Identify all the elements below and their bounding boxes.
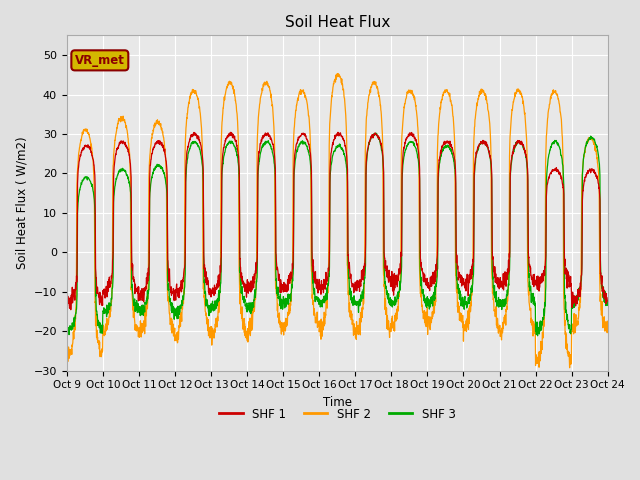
SHF 3 [214,296,221,301]
SHF 2 [353,329,360,335]
SHF 1 [604,299,611,304]
SHF 1 [365,141,372,147]
SHF 1 [214,278,221,284]
SHF 3 [556,146,564,152]
SHF 2 [572,328,579,334]
Text: VR_met: VR_met [75,54,125,67]
Line: SHF 2: SHF 2 [67,73,607,368]
SHF 1 [495,280,502,286]
SHF 2 [566,365,573,371]
SHF 2 [365,96,372,101]
SHF 3 [63,324,70,330]
SHF 3 [604,301,611,307]
SHF 1 [227,130,235,135]
SHF 1 [67,307,75,312]
SHF 2 [556,105,564,111]
SHF 1 [556,170,564,176]
SHF 1 [353,278,361,284]
Line: SHF 1: SHF 1 [67,132,607,310]
SHF 2 [495,330,502,336]
SHF 3 [495,303,502,309]
SHF 2 [604,318,611,324]
SHF 3 [534,333,541,339]
SHF 3 [353,302,360,308]
SHF 1 [63,301,70,307]
SHF 2 [63,351,70,357]
X-axis label: Time: Time [323,396,352,409]
Line: SHF 3: SHF 3 [67,133,607,336]
SHF 3 [572,301,579,307]
Y-axis label: Soil Heat Flux ( W/m2): Soil Heat Flux ( W/m2) [15,137,28,269]
SHF 3 [372,131,380,136]
SHF 2 [214,313,221,319]
SHF 1 [572,300,579,305]
Legend: SHF 1, SHF 2, SHF 3: SHF 1, SHF 2, SHF 3 [214,403,460,425]
Title: Soil Heat Flux: Soil Heat Flux [285,15,390,30]
SHF 3 [364,145,372,151]
SHF 2 [334,71,342,76]
